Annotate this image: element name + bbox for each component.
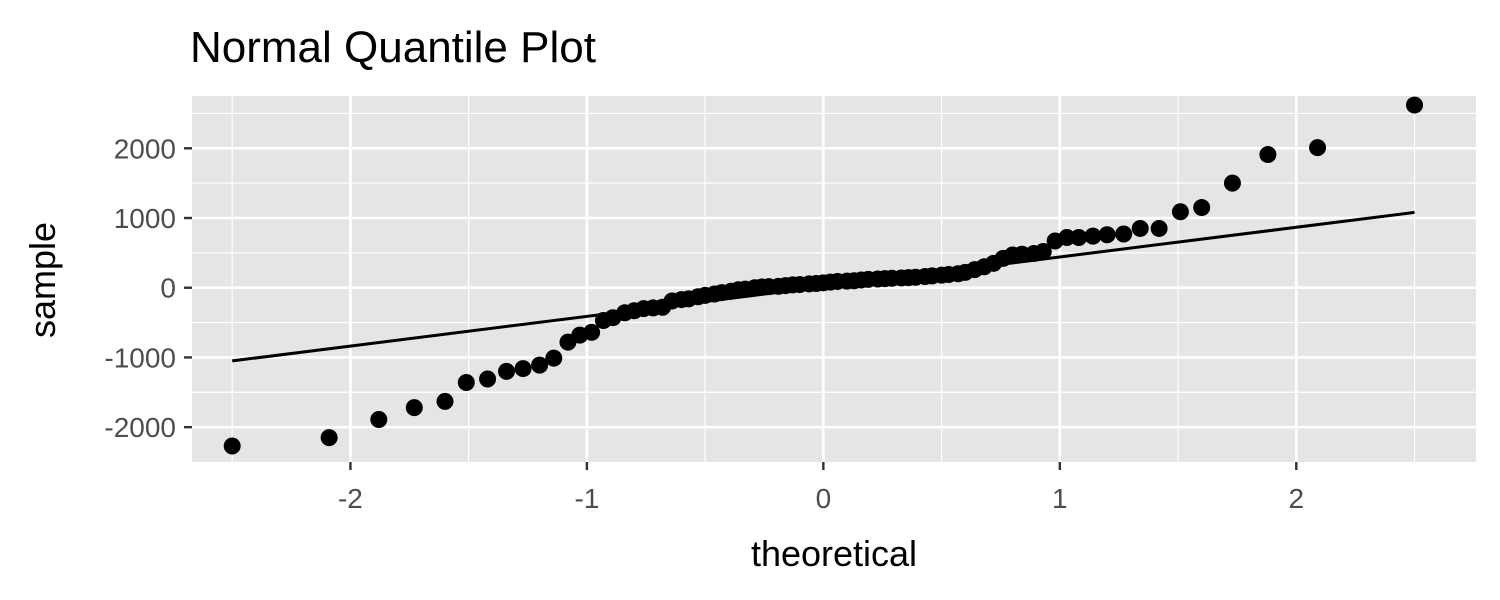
chart-title: Normal Quantile Plot — [190, 23, 596, 72]
y-axis-ticks: -2000 -1000 0 1000 2000 — [104, 133, 192, 443]
x-tick-label: -1 — [574, 483, 599, 514]
data-point — [405, 399, 423, 417]
data-point — [1058, 229, 1076, 247]
data-point — [531, 356, 549, 374]
y-tick-label: 1000 — [114, 203, 176, 234]
y-tick-label: 0 — [160, 273, 176, 304]
data-point — [583, 323, 601, 341]
x-tick-label: -2 — [338, 483, 363, 514]
y-tick-label: -2000 — [104, 412, 176, 443]
data-point — [1070, 229, 1088, 247]
data-point — [223, 437, 241, 455]
x-tick-label: 2 — [1288, 483, 1304, 514]
data-point — [1223, 174, 1241, 192]
data-point — [1115, 225, 1133, 243]
data-point — [1034, 242, 1052, 260]
data-point — [1171, 203, 1189, 221]
data-points — [223, 96, 1424, 455]
data-point — [479, 370, 497, 388]
data-point — [1259, 146, 1277, 164]
x-tick-label: 0 — [816, 483, 832, 514]
data-point — [1131, 219, 1149, 237]
y-tick-label: 2000 — [114, 133, 176, 164]
data-point — [1098, 226, 1116, 244]
data-point — [1150, 219, 1168, 237]
data-point — [320, 429, 338, 447]
y-tick-label: -1000 — [104, 342, 176, 373]
data-point — [1084, 227, 1102, 245]
data-point — [370, 410, 388, 428]
data-point — [514, 360, 532, 378]
data-point — [1309, 139, 1327, 157]
minor-gridlines — [192, 96, 1476, 462]
data-point — [436, 392, 454, 410]
y-axis-title: sample — [22, 222, 63, 338]
data-point — [457, 374, 475, 392]
data-point — [1193, 199, 1211, 217]
data-point — [1406, 96, 1424, 114]
data-point — [497, 362, 515, 380]
x-tick-label: 1 — [1052, 483, 1068, 514]
data-point — [545, 349, 563, 367]
x-axis-ticks: -2 -1 0 1 2 — [338, 462, 1304, 514]
x-axis-title: theoretical — [751, 533, 917, 574]
